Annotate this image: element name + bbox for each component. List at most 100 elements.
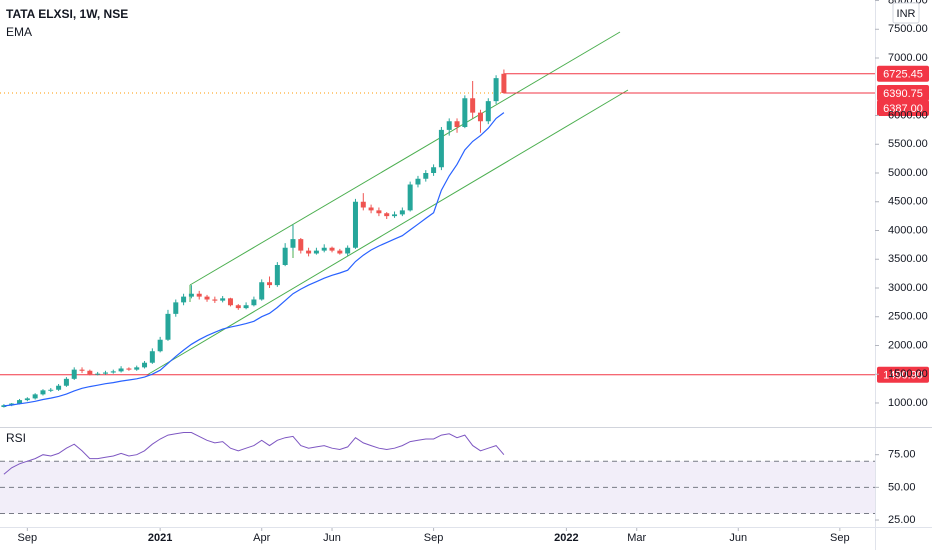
y-tick-label: 1000.00 [888,397,928,409]
candle-body [376,210,382,214]
candle-body [24,398,30,401]
candle-body [501,73,507,94]
chart-title: TATA ELXSI, 1W, NSE [6,7,128,21]
candle-body [345,247,351,254]
candle-body [118,368,124,372]
candle-body [313,250,319,254]
x-tick-label: Sep [18,532,38,544]
price-label: 1490.90 [883,370,923,382]
price-label-box [877,85,929,102]
candle-body [407,184,413,211]
candle-body [431,167,437,174]
candle-body [282,247,288,265]
indicator-label: EMA [6,25,32,39]
candle-body [251,299,257,306]
x-tick-label: Jun [323,532,341,544]
rsi-tick-label: 75.00 [888,449,916,461]
candle-body [220,298,226,301]
candle-body [48,389,54,391]
candle-body [306,250,312,254]
candle-body [274,264,280,286]
candle-body [368,207,374,211]
candle-body [149,351,155,363]
candle-body [352,201,358,248]
candle-body [462,98,468,128]
rsi-line [3,432,505,475]
candle-body [329,247,335,251]
x-tick-label: Sep [424,532,444,544]
candle-body [142,362,148,368]
candle-body [298,239,304,251]
x-tick-label: Apr [253,532,270,544]
candle-body [235,305,241,309]
y-tick-label: 2000.00 [888,339,928,351]
candle-body [17,400,23,404]
x-tick-label: 2021 [148,532,172,544]
price-label-box [877,366,929,383]
y-tick-label: 4000.00 [888,224,928,236]
candle-body [196,293,202,297]
candle-body [360,201,366,208]
y-tick-label: 1500.00 [888,368,928,380]
candle-body [384,213,390,217]
currency-label[interactable]: INR [897,8,916,20]
candle-body [423,173,429,179]
y-tick-label: 2500.00 [888,311,928,323]
candle-body [470,98,476,113]
x-tick-label: Jun [729,532,747,544]
candle-body [79,369,85,371]
y-tick-label: 6000.00 [888,109,928,121]
x-tick-label: Sep [830,532,850,544]
candle-body [399,210,405,215]
x-tick-label: Mar [627,532,646,544]
candle-body [267,282,273,286]
price-label: 6725.45 [883,69,923,81]
candle-body [173,302,179,314]
candle-body [415,178,421,185]
candle-body [165,313,171,340]
rsi-title: RSI [6,431,26,445]
candle-body [337,250,343,254]
candle-body [290,239,296,248]
candle-body [87,370,93,375]
candle-body [1,405,7,408]
rsi-tick-label: 25.00 [888,514,916,526]
currency-box[interactable] [892,2,920,24]
candle-body [134,367,140,370]
y-tick-label: 5000.00 [888,167,928,179]
rsi-tick-label: 50.00 [888,481,916,493]
candle-body [188,293,194,297]
candle-body [243,305,249,309]
candle-body [181,296,187,303]
candle-body [477,112,483,122]
candle-body [454,121,460,128]
candle-body [95,373,101,375]
price-label-box [877,100,929,117]
y-tick-label: 5500.00 [888,138,928,150]
price-label: 6390.75 [883,88,923,100]
candle-body [40,390,46,395]
candle-body [227,298,233,306]
y-tick-label: 7500.00 [888,23,928,35]
candle-body [259,282,265,300]
y-tick-label: 4500.00 [888,196,928,208]
candle-body [126,368,132,370]
candle-body [438,129,444,168]
y-tick-label: 3000.00 [888,282,928,294]
candle-body [446,121,452,130]
candle-body [71,369,77,379]
x-tick-label: 2022 [554,532,578,544]
candle-body [56,385,62,390]
y-tick-label: 7000.00 [888,52,928,64]
ema-line [3,112,505,407]
candle-body [110,371,116,373]
candle-body [157,339,163,352]
rsi-band [0,461,875,514]
y-tick-label: 3500.00 [888,253,928,265]
candle-body [321,247,327,251]
candle-body [392,214,398,217]
candle-body [102,372,108,374]
